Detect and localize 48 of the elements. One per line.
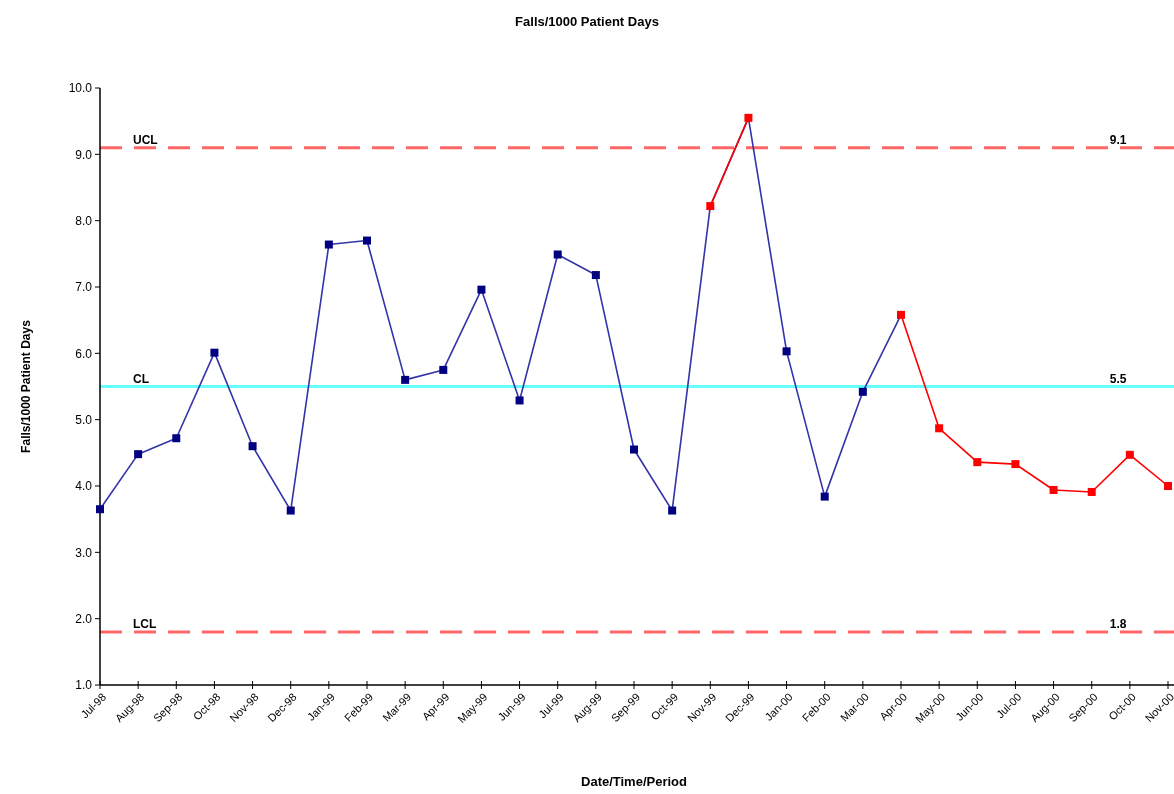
- annotation: 5.5: [1109, 371, 1127, 386]
- annotation: 9.1: [1109, 132, 1127, 147]
- point: [630, 445, 638, 454]
- point: [782, 347, 791, 356]
- ref-line-label: UCL: [133, 132, 158, 147]
- point: [477, 285, 486, 294]
- point: [820, 492, 829, 501]
- point: [744, 113, 753, 122]
- point: [1164, 482, 1172, 490]
- point: [134, 450, 143, 459]
- point: [1125, 450, 1134, 459]
- ref-line-label: LCL: [133, 616, 157, 631]
- ref-line-label: CL: [133, 371, 149, 386]
- y-tick-label: 4.0: [75, 479, 93, 494]
- y-tick-label: 6.0: [75, 346, 93, 361]
- point: [858, 387, 867, 396]
- y-axis-title: Falls/1000 Patient Days: [19, 319, 33, 453]
- y-tick-label: 1.0: [75, 678, 93, 693]
- y-tick-label: 5.0: [75, 412, 93, 427]
- y-tick-label: 2.0: [75, 611, 93, 626]
- y-tick-label: 9.0: [75, 147, 93, 162]
- point: [973, 458, 982, 467]
- y-tick-label: 7.0: [75, 280, 93, 295]
- point: [172, 434, 181, 443]
- point: [439, 365, 448, 374]
- point: [210, 348, 219, 357]
- point: [363, 236, 371, 245]
- chart-title: Falls/1000 Patient Days: [515, 14, 659, 29]
- y-tick-label: 3.0: [75, 545, 93, 560]
- point: [591, 271, 600, 280]
- point: [401, 375, 410, 384]
- y-tick-label: 10.0: [68, 81, 93, 96]
- point: [286, 506, 295, 515]
- point: [897, 310, 905, 319]
- point: [935, 424, 944, 433]
- point: [324, 240, 333, 249]
- annotation: 1.8: [1109, 616, 1127, 631]
- point: [515, 396, 524, 405]
- point: [248, 442, 257, 451]
- point: [553, 250, 562, 259]
- point: [1087, 487, 1096, 496]
- point: [1011, 460, 1020, 469]
- y-tick-label: 8.0: [75, 213, 93, 228]
- point: [706, 202, 715, 211]
- point: [668, 506, 677, 515]
- point: [1049, 485, 1058, 494]
- point: [96, 505, 104, 514]
- x-axis-title: Date/Time/Period: [581, 774, 688, 789]
